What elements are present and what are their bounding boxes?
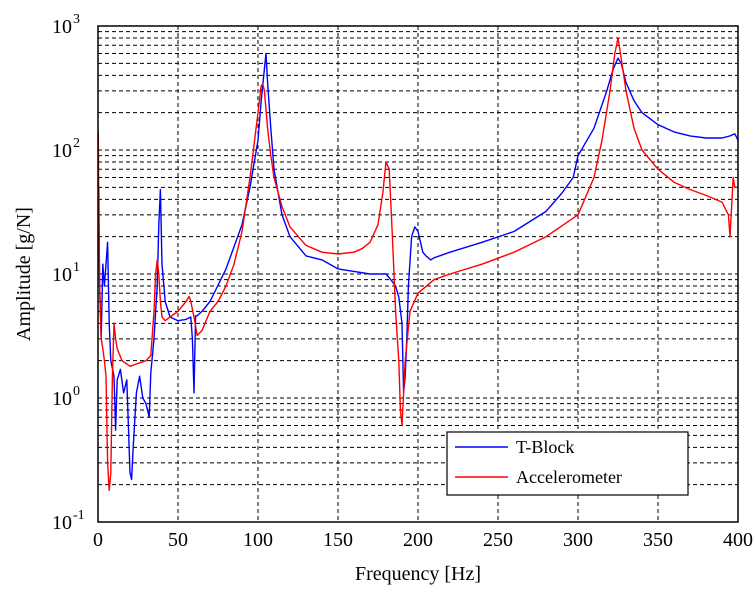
legend-label-t-block: T-Block [516, 437, 574, 457]
x-tick-label: 350 [643, 529, 673, 551]
y-tick-exponent: 2 [73, 136, 80, 151]
y-axis-title: Amplitude [g/N] [13, 207, 35, 341]
series-group [98, 37, 738, 491]
x-tick-label: 50 [168, 529, 188, 551]
x-tick-label: 100 [243, 529, 273, 551]
series-line-t-block [98, 52, 738, 481]
y-tick-exponent: 3 [73, 12, 80, 27]
x-tick-label: 0 [93, 529, 103, 551]
legend-box [446, 431, 689, 496]
x-tick-label: 150 [323, 529, 353, 551]
x-tick-label: 250 [483, 529, 513, 551]
x-tick-label: 200 [403, 529, 433, 551]
y-tick-exponent: 0 [73, 384, 80, 399]
y-tick-label: 10 [52, 16, 72, 38]
x-tick-labels: 0 50 100 150 200 250 300 350 400 [93, 529, 753, 551]
x-tick-label: 400 [723, 529, 753, 551]
legend-label-accelerometer: Accelerometer [516, 467, 622, 487]
y-tick-exponent: 1 [73, 260, 80, 275]
y-tick-label: 10 [52, 388, 72, 410]
plot-frame [97, 25, 739, 523]
x-tick-label: 300 [563, 529, 593, 551]
series-line-accelerometer [98, 37, 738, 491]
y-tick-label: 10 [52, 140, 72, 162]
y-tick-label: 10 [52, 264, 72, 286]
y-tick-exponent: -1 [73, 508, 85, 523]
legend: T-Block Accelerometer [446, 431, 689, 496]
x-axis-title: Frequency [Hz] [355, 563, 481, 585]
y-tick-label: 10 [52, 512, 72, 534]
